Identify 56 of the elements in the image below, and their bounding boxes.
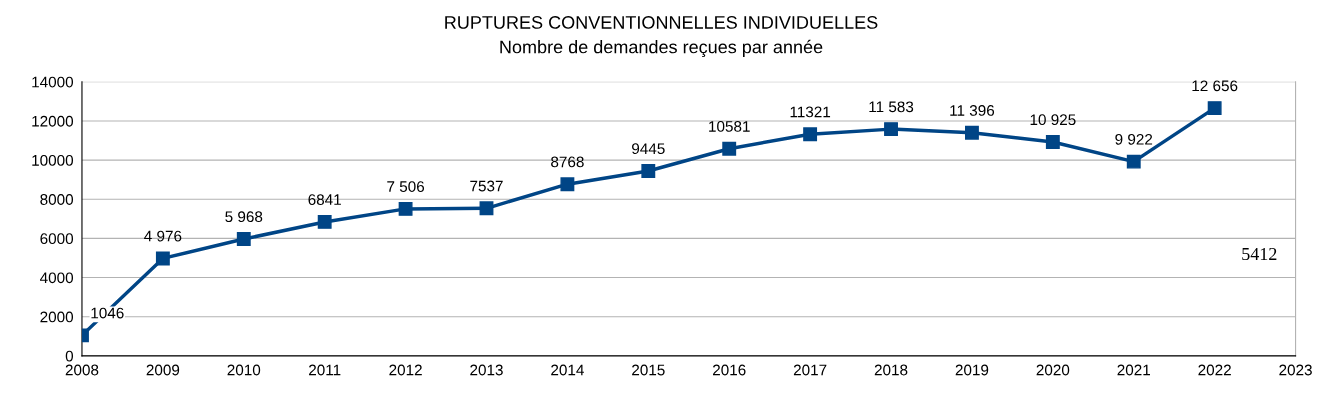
data-label: 7 506 xyxy=(387,181,425,192)
point xyxy=(1126,154,1141,169)
x-tick-label: 2013 xyxy=(470,364,503,376)
x-tick-label: 2015 xyxy=(632,364,665,376)
data-label: 7537 xyxy=(470,180,503,192)
data-label: 11 396 xyxy=(950,105,995,116)
data-label: 8768 xyxy=(551,156,584,168)
y-tick-label: 14000 xyxy=(32,76,74,88)
point xyxy=(641,164,656,178)
point xyxy=(803,127,818,142)
data-label: 9445 xyxy=(632,143,665,155)
y-tick-label: 8000 xyxy=(40,194,74,205)
chart-title: RUPTURES CONVENTIONNELLES INDIVIDUELLES xyxy=(445,16,878,29)
point xyxy=(560,177,575,192)
data-label: 11 583 xyxy=(869,101,914,113)
x-tick-label: 2014 xyxy=(551,364,584,376)
point xyxy=(398,201,413,216)
x-tick-label: 2022 xyxy=(1198,364,1231,376)
data-label: 11321 xyxy=(790,106,831,118)
data-label: 9 922 xyxy=(1115,133,1153,145)
data-label: 1046 xyxy=(91,307,124,319)
y-tick-label: 10000 xyxy=(32,154,74,166)
point xyxy=(964,125,979,140)
x-tick-label: 2018 xyxy=(874,364,908,376)
data-label: 10581 xyxy=(709,120,750,132)
x-tick-label: 2009 xyxy=(146,364,180,376)
point xyxy=(317,214,332,229)
x-tick-label: 2008 xyxy=(65,364,99,376)
y-tick-label: 12000 xyxy=(32,115,74,127)
x-tick-label: 2021 xyxy=(1117,364,1150,376)
point xyxy=(884,122,898,137)
point xyxy=(479,201,494,216)
y-tick-label: 2000 xyxy=(40,311,74,323)
y-tick-label: 6000 xyxy=(40,233,74,245)
x-tick-label: 2017 xyxy=(793,364,827,376)
y-tick-label: 0 xyxy=(65,350,74,362)
point xyxy=(155,251,170,266)
x-tick-label: 2023 xyxy=(1279,364,1312,376)
annotation: 5412 xyxy=(1242,247,1277,261)
data-label: 10 925 xyxy=(1030,114,1076,126)
x-tick-label: 2020 xyxy=(1036,364,1070,376)
data-label: 12 656 xyxy=(1192,80,1238,92)
point xyxy=(236,232,251,246)
point xyxy=(1207,101,1222,116)
point xyxy=(722,141,737,156)
data-label: 6841 xyxy=(308,194,341,206)
y-tick-label: 4000 xyxy=(40,272,74,284)
x-tick-label: 2011 xyxy=(309,364,341,376)
data-label: 5 968 xyxy=(225,211,263,223)
data-label: 4 976 xyxy=(144,230,182,242)
point xyxy=(1045,135,1060,149)
chart-subtitle: Nombre de demandes reçues par année xyxy=(500,39,823,57)
x-tick-label: 2010 xyxy=(227,364,261,376)
x-tick-label: 2016 xyxy=(712,364,746,376)
x-tick-label: 2012 xyxy=(389,364,422,376)
x-tick-label: 2019 xyxy=(955,364,989,376)
